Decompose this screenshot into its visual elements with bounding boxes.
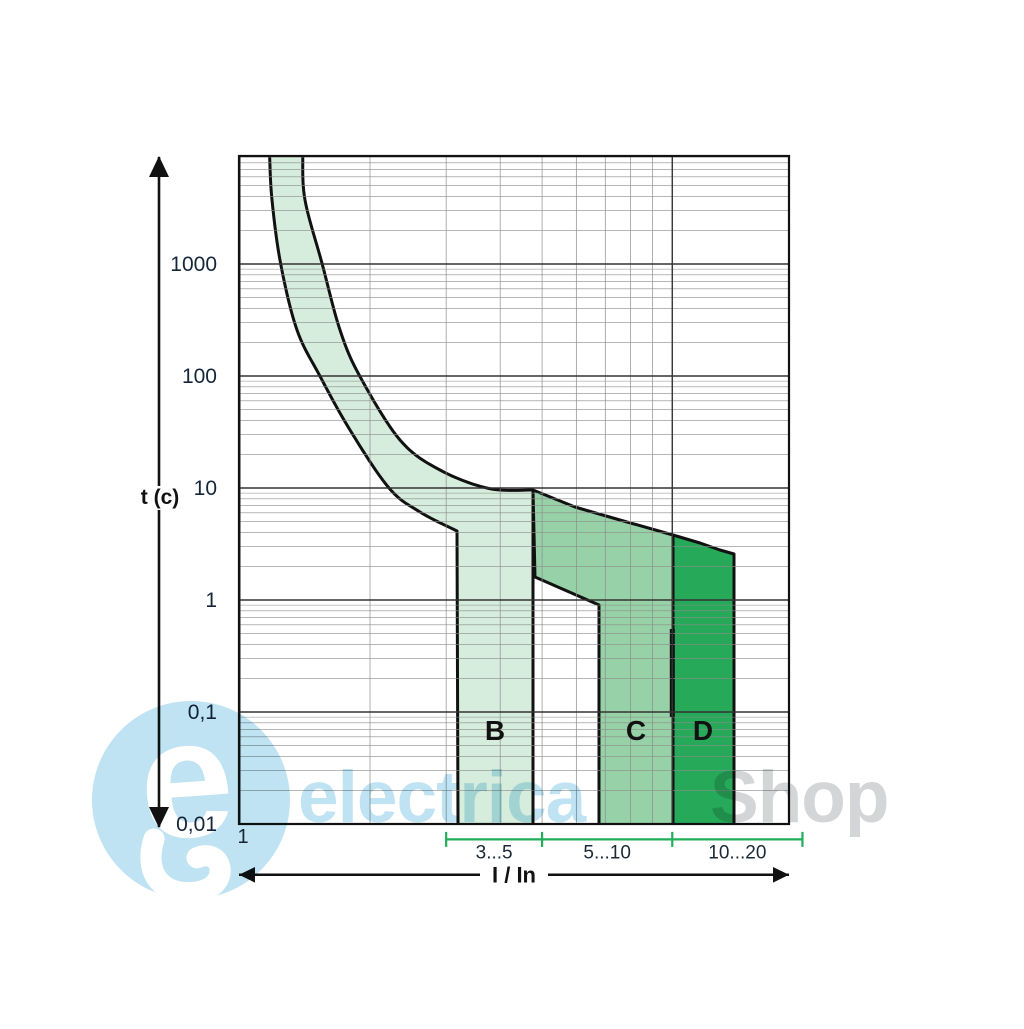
svg-text:1000: 1000 [170,253,217,276]
svg-text:10: 10 [194,477,217,500]
svg-text:t (c): t (c) [141,486,180,509]
svg-text:Shop: Shop [710,757,888,838]
svg-text:C: C [626,715,646,746]
svg-text:1: 1 [205,589,217,612]
svg-text:100: 100 [182,365,217,388]
svg-text:D: D [693,715,713,746]
svg-text:B: B [485,715,505,746]
svg-text:3...5: 3...5 [476,842,513,863]
svg-text:electrica: electrica [298,757,588,838]
svg-text:5...10: 5...10 [583,842,631,863]
svg-text:10...20: 10...20 [708,842,766,863]
svg-text:I / In: I / In [492,862,536,887]
